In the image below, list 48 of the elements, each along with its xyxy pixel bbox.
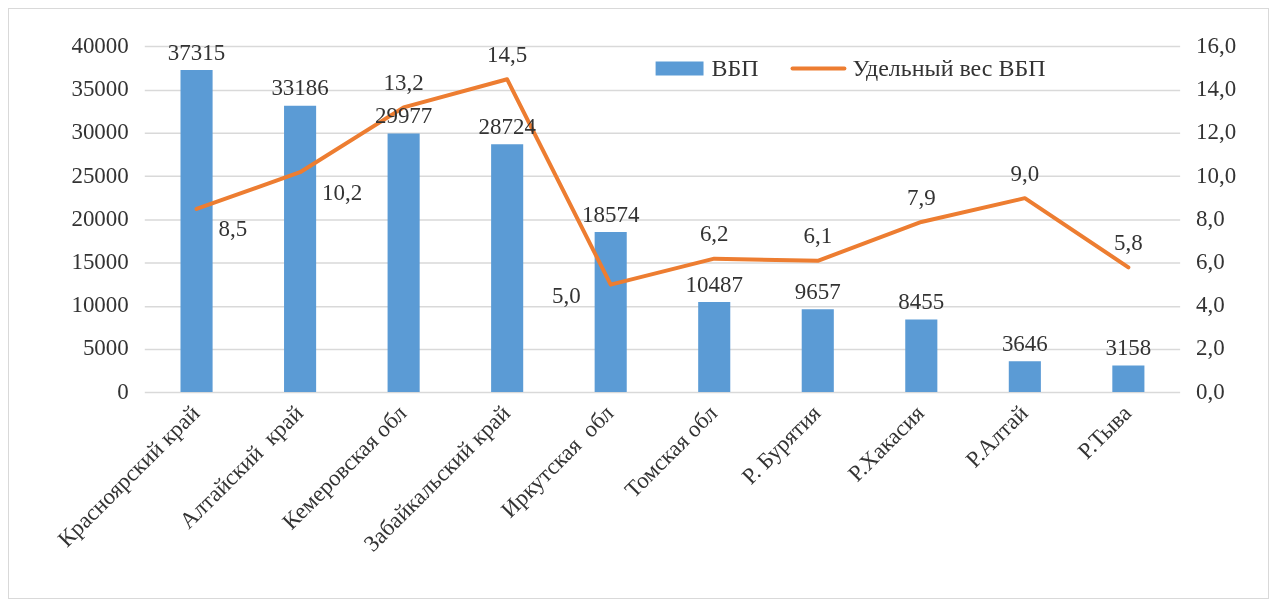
data-label: 10,2 <box>322 179 363 205</box>
data-label: 18574 <box>582 201 640 227</box>
data-label: 6,1 <box>803 223 833 249</box>
data-label: 13,2 <box>383 70 424 95</box>
y2-tick-label: 4,0 <box>1196 292 1225 318</box>
y2-tick-label: 10,0 <box>1196 162 1237 188</box>
y-tick-label: 30000 <box>71 119 129 145</box>
legend-label: ВБП <box>711 54 759 81</box>
y2-tick-label: 14,0 <box>1196 76 1237 102</box>
data-label: 5,0 <box>552 282 581 308</box>
y2-tick-label: 8,0 <box>1196 205 1225 231</box>
bar <box>801 309 834 392</box>
y-tick-label: 40000 <box>71 32 129 58</box>
y-tick-label: 10000 <box>71 292 129 318</box>
bar <box>594 232 627 392</box>
bar <box>1008 361 1041 392</box>
bar <box>180 70 213 392</box>
bar <box>1112 365 1145 392</box>
data-label: 10487 <box>685 271 743 297</box>
y2-tick-label: 2,0 <box>1196 335 1225 361</box>
data-label: 8,5 <box>218 216 248 242</box>
y-tick-label: 15000 <box>71 249 129 275</box>
y2-tick-label: 0,0 <box>1196 378 1225 404</box>
bar <box>905 319 938 392</box>
bar <box>698 302 731 392</box>
y2-tick-label: 16,0 <box>1196 32 1237 58</box>
data-label: 9,0 <box>1010 160 1040 186</box>
y-tick-label: 25000 <box>71 162 129 188</box>
legend-label: Удельный вес ВБП <box>852 54 1046 81</box>
data-label: 14,5 <box>487 41 528 67</box>
data-label: 6,2 <box>699 221 729 247</box>
data-label: 9657 <box>794 278 841 304</box>
bar <box>284 105 317 392</box>
data-label: 3158 <box>1105 334 1152 360</box>
y-tick-label: 20000 <box>71 205 129 231</box>
bar <box>387 133 420 392</box>
data-label: 7,9 <box>906 184 936 210</box>
y-tick-label: 5000 <box>82 335 129 361</box>
y-tick-label: 0 <box>117 378 129 404</box>
data-label: 5,8 <box>1114 229 1143 255</box>
y-tick-label: 35000 <box>71 76 129 102</box>
y2-tick-label: 6,0 <box>1196 249 1225 275</box>
data-label: 3646 <box>1001 330 1048 356</box>
data-label: 8455 <box>898 289 945 315</box>
data-label: 33186 <box>271 75 329 101</box>
y2-tick-label: 12,0 <box>1196 119 1237 145</box>
data-label: 37315 <box>167 39 226 65</box>
bar <box>491 144 524 392</box>
